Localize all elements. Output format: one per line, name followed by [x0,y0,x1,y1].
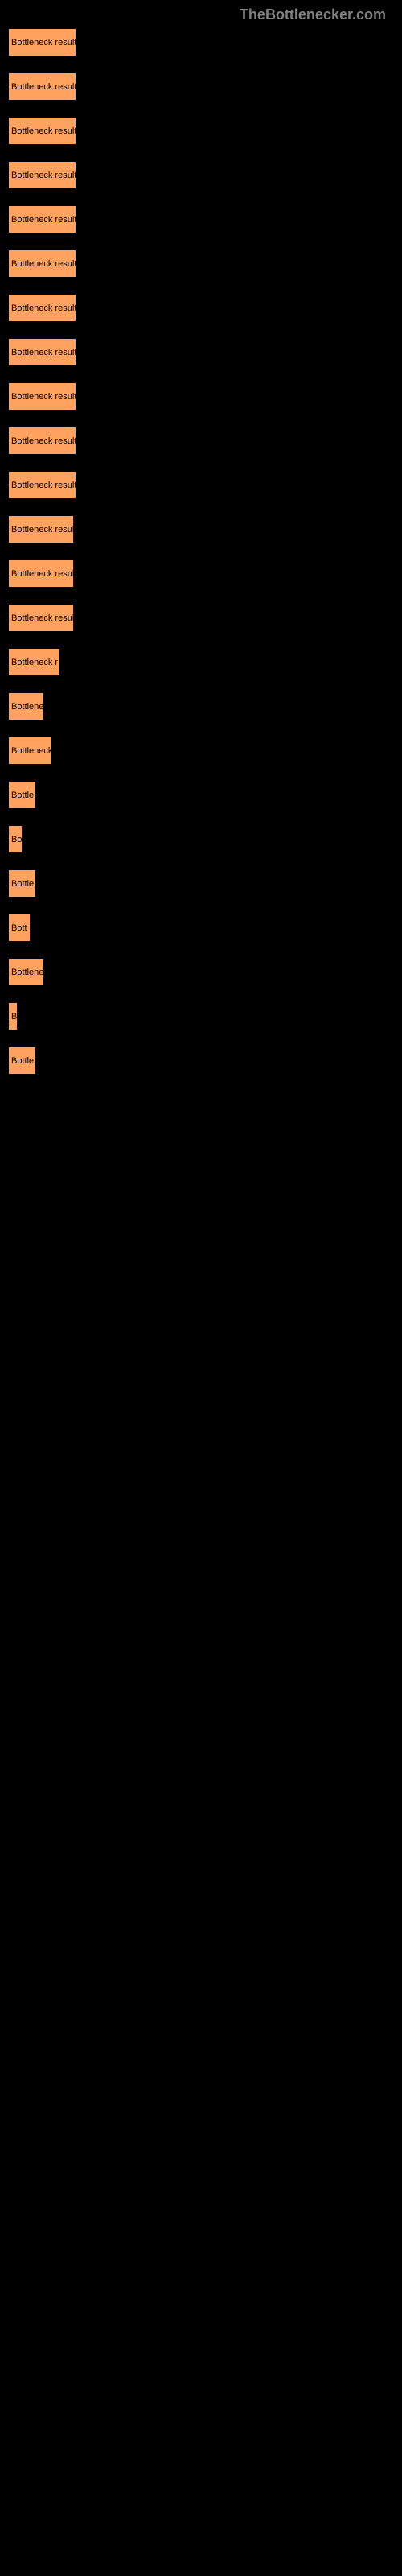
bar: Bottleneck result [8,72,76,101]
bar-row: Bottleneck result [8,338,394,366]
bar-row: Bottleneck result [8,515,394,543]
bar-row: Bottleneck result [8,161,394,189]
bar: Bottleneck result [8,427,76,455]
bar: Bottleneck result [8,250,76,278]
bar-row: Bottleneck result [8,117,394,145]
bar-row: Bo [8,825,394,853]
bar-row: Bottleneck result [8,294,394,322]
bar: Bottleneck result [8,338,76,366]
bar: Bottleneck result [8,559,74,588]
bar: Bottleneck result [8,294,76,322]
bar: Bottlene [8,958,44,986]
bar-row: Bottleneck [8,737,394,765]
bar-row: Bottleneck result [8,427,394,455]
bar: B [8,1002,18,1030]
bar: Bottleneck [8,737,52,765]
bar: Bottleneck result [8,205,76,233]
bar: Bottleneck result [8,117,76,145]
bar: Bottle [8,781,36,809]
bar-row: Bottleneck result [8,604,394,632]
bar: Bottleneck result [8,161,76,189]
bar-row: Bottleneck result [8,471,394,499]
bar: Bottleneck result [8,471,76,499]
bar: Bott [8,914,31,942]
bar: Bottleneck r [8,648,60,676]
bar-row: Bottleneck result [8,382,394,411]
bar-row: Bottle [8,1046,394,1075]
bar: Bottleneck result [8,604,74,632]
bar-row: Bottleneck result [8,205,394,233]
bar-row: Bottleneck result [8,559,394,588]
bar: Bottleneck result [8,515,74,543]
bar: Bottleneck result [8,382,76,411]
bar-row: Bottleneck r [8,648,394,676]
bar-row: Bottle [8,781,394,809]
bar-row: Bottleneck result [8,28,394,56]
bar: Bottleneck result [8,28,76,56]
bar: Bo [8,825,23,853]
bar-row: Bottleneck result [8,72,394,101]
bar-row: Bott [8,914,394,942]
bar-row: Bottleneck result [8,250,394,278]
bar-row: Bottlene [8,692,394,720]
chart-container: Bottleneck result Bottleneck result Bottle… [0,0,402,1107]
bar-row: B [8,1002,394,1030]
bar: Bottle [8,1046,36,1075]
bar-row: Bottle [8,869,394,898]
bar: Bottlene [8,692,44,720]
bar-row: Bottlene [8,958,394,986]
watermark-text: TheBottlenecker.com [240,6,386,23]
bar: Bottle [8,869,36,898]
